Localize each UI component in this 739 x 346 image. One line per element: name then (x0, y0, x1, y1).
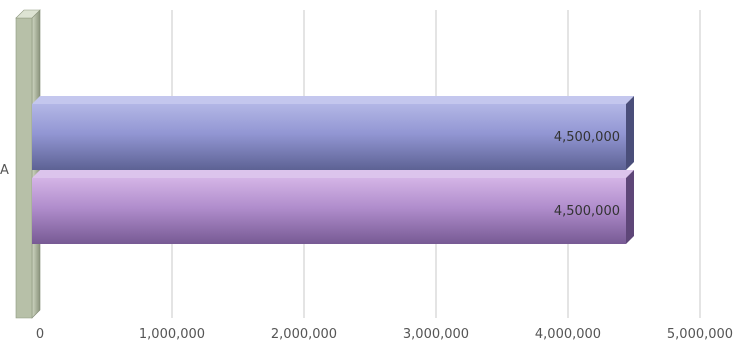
axis-wall-side (15, 17, 33, 319)
data-label: 4,500,000 (554, 130, 620, 145)
bars (32, 96, 634, 244)
x-tick-label: 0 (36, 327, 44, 342)
x-tick-label: 1,000,000 (139, 327, 205, 342)
y-axis-categories: A (0, 163, 9, 178)
x-tick-label: 3,000,000 (403, 327, 469, 342)
bar-top-face (32, 170, 634, 178)
bar[interactable] (32, 178, 626, 244)
x-axis-ticks: 0 1,000,000 2,000,000 3,000,000 4,000,000 5,0… (36, 327, 733, 342)
bar-top-face (32, 96, 634, 104)
category-label: A (0, 163, 9, 178)
data-labels: 4,500,000 4,500,000 (554, 130, 620, 219)
x-tick-label: 5,000,000 (667, 327, 733, 342)
bar-side-face (626, 96, 634, 170)
data-label: 4,500,000 (554, 204, 620, 219)
axis-wall-top (15, 9, 41, 19)
bar-side-face (626, 170, 634, 244)
x-tick-label: 2,000,000 (271, 327, 337, 342)
x-tick-label: 4,000,000 (535, 327, 601, 342)
bar[interactable] (32, 104, 626, 170)
